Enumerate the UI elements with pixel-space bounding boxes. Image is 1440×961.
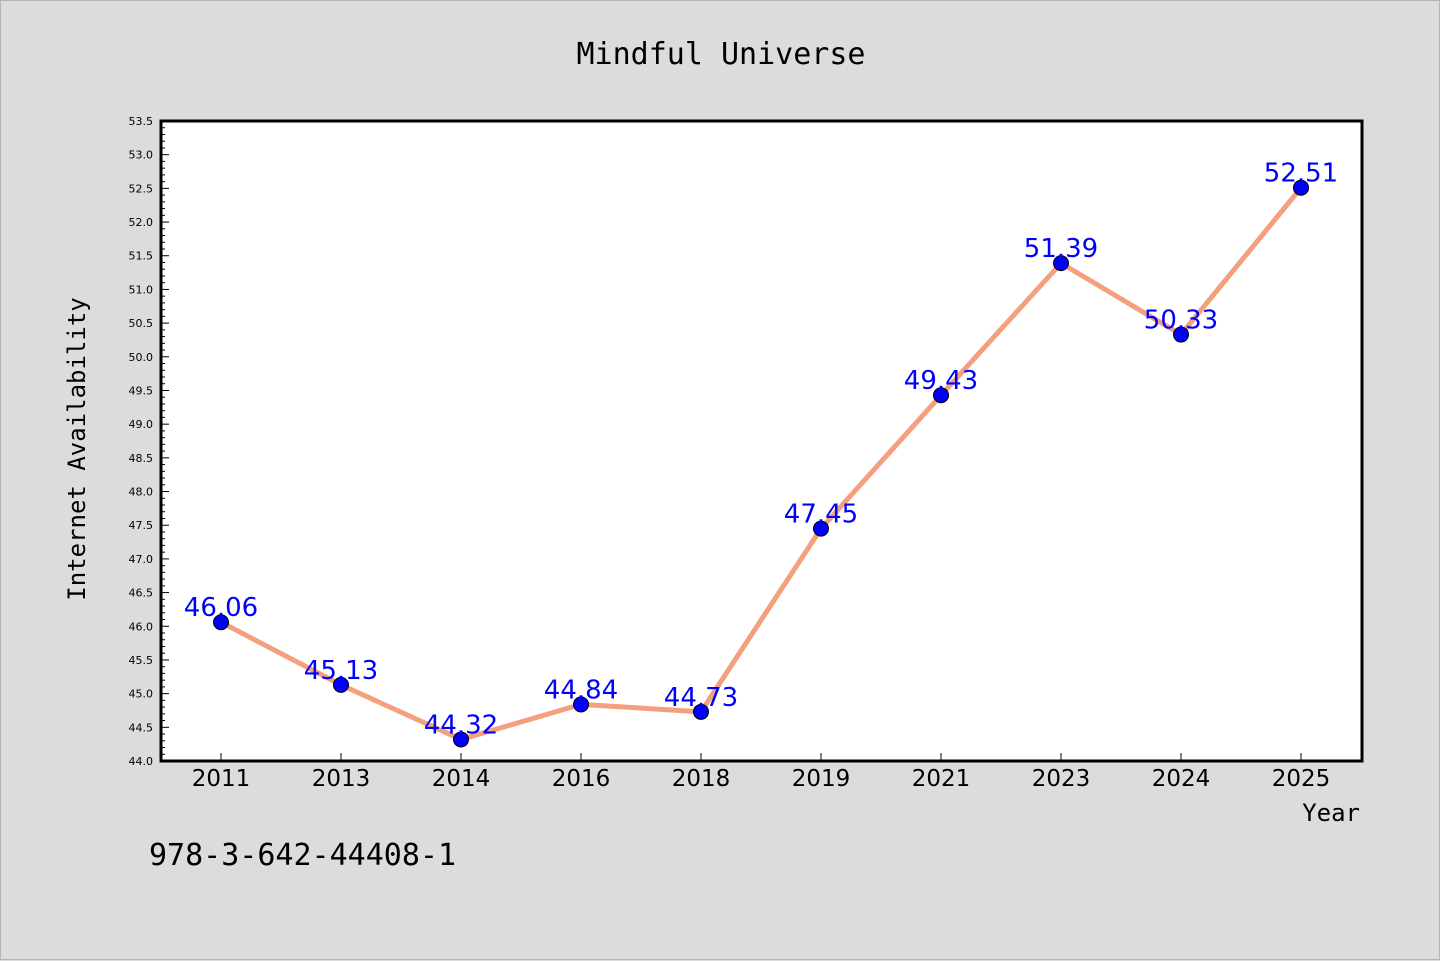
y-tick-label: 46.5 — [129, 587, 154, 600]
y-tick-label: 48.0 — [129, 486, 154, 499]
x-tick-label: 2025 — [1272, 766, 1331, 792]
markers-group — [213, 179, 1309, 748]
data-label: 45.13 — [304, 656, 378, 686]
y-tick-label: 52.0 — [129, 216, 154, 229]
y-tick-label: 52.5 — [129, 182, 154, 195]
x-tick-label: 2014 — [432, 766, 491, 792]
data-label: 52.51 — [1264, 159, 1338, 189]
y-tick-label: 47.5 — [129, 519, 154, 532]
y-tick-label: 53.5 — [129, 115, 154, 128]
y-tick-label: 51.0 — [129, 283, 154, 296]
y-tick-label: 49.5 — [129, 384, 154, 397]
y-axis: 44.0 44.5 45.0 45.5 46.0 46.5 47.0 47.5 48.0 48.5… — [129, 115, 169, 768]
y-tick-label: 47.0 — [129, 553, 154, 566]
data-point — [1293, 179, 1309, 196]
x-tick-label: 2019 — [792, 766, 851, 792]
data-label: 46.06 — [184, 593, 258, 623]
data-label: 49.43 — [904, 366, 978, 396]
y-tick-label: 49.0 — [129, 418, 154, 431]
isbn-code: 978-3-642-44408-1 — [149, 838, 456, 873]
x-axis: 2011 2013 2014 2016 2018 2019 2021 2023 2024 2025 — [192, 753, 1331, 792]
x-tick-label: 2023 — [1032, 766, 1091, 792]
data-labels-group: 46.06 45.13 44.32 44.84 44.73 47.45 49.43 51.39… — [184, 159, 1338, 741]
data-point — [453, 731, 469, 748]
y-tick-label: 50.0 — [129, 351, 154, 364]
data-point — [693, 703, 709, 720]
data-point — [1173, 326, 1189, 343]
series-line — [218, 185, 1304, 742]
y-tick-label: 44.5 — [129, 721, 154, 734]
x-tick-label: 2016 — [552, 766, 611, 792]
y-tick-label: 44.0 — [129, 755, 154, 768]
data-point — [333, 676, 349, 693]
data-label: 47.45 — [784, 500, 858, 530]
y-tick-label: 48.5 — [129, 452, 154, 465]
data-point — [213, 614, 229, 631]
x-axis-label: Year — [1302, 799, 1360, 827]
data-point — [933, 387, 949, 404]
plot-area — [159, 119, 1364, 763]
data-point — [1053, 255, 1069, 272]
x-tick-label: 2021 — [912, 766, 971, 792]
data-label: 44.73 — [664, 683, 738, 713]
x-tick-label: 2013 — [312, 766, 371, 792]
y-tick-label: 51.5 — [129, 250, 154, 263]
data-label: 44.32 — [424, 710, 498, 740]
chart-title: Mindful Universe — [577, 37, 866, 72]
data-label: 50.33 — [1144, 306, 1218, 336]
data-label: 44.84 — [544, 675, 618, 705]
data-point — [573, 696, 589, 713]
y-tick-label: 53.0 — [129, 149, 154, 162]
x-tick-label: 2011 — [192, 766, 251, 792]
x-tick-label: 2018 — [672, 766, 731, 792]
x-tick-label: 2024 — [1152, 766, 1211, 792]
y-tick-label: 46.0 — [129, 620, 154, 633]
y-tick-label: 45.5 — [129, 654, 154, 667]
y-tick-label: 45.0 — [129, 688, 154, 701]
y-tick-label: 50.5 — [129, 317, 154, 330]
series-line-group — [218, 185, 1304, 742]
y-axis-label: Internet Availability — [63, 297, 91, 600]
data-label: 51.39 — [1024, 234, 1098, 264]
data-point — [813, 520, 829, 537]
